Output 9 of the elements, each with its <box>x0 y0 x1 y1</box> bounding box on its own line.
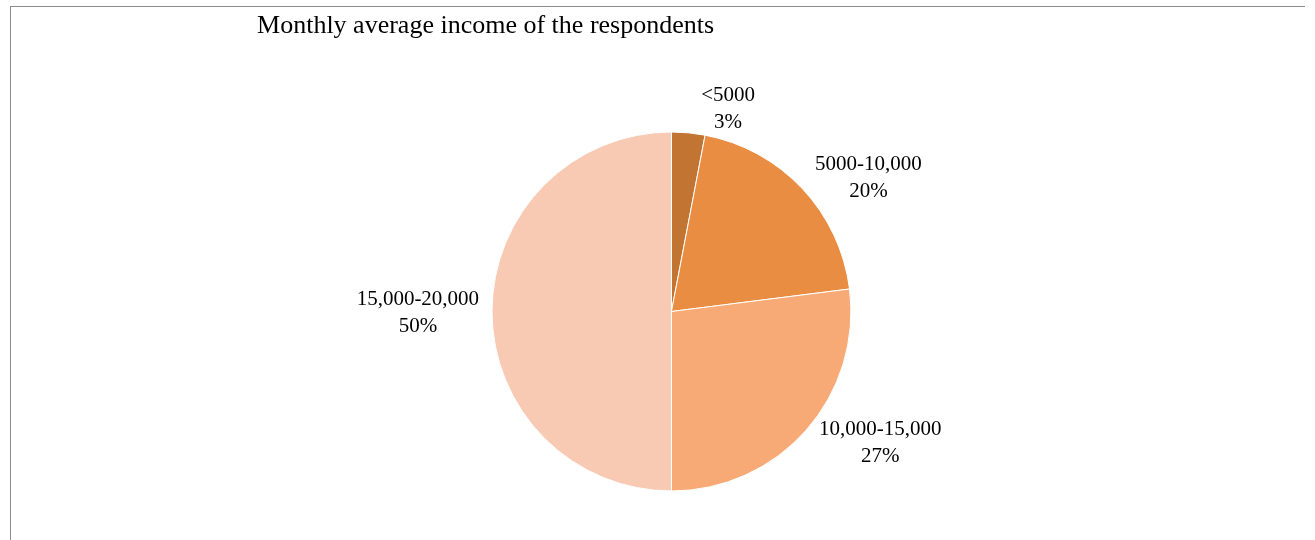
chart-title: Monthly average income of the respondents <box>257 10 715 40</box>
data-label: 3% <box>714 109 743 134</box>
data-label: 20% <box>849 178 888 203</box>
data-label: 27% <box>860 443 900 468</box>
slice-label: 5000-10,000 <box>815 150 922 175</box>
slice-label: 10,000-15,000 <box>818 415 942 440</box>
slice-label: <5000 <box>701 81 756 106</box>
data-label: 50% <box>398 313 438 338</box>
slice-label: 15,000-20,000 <box>356 285 480 310</box>
